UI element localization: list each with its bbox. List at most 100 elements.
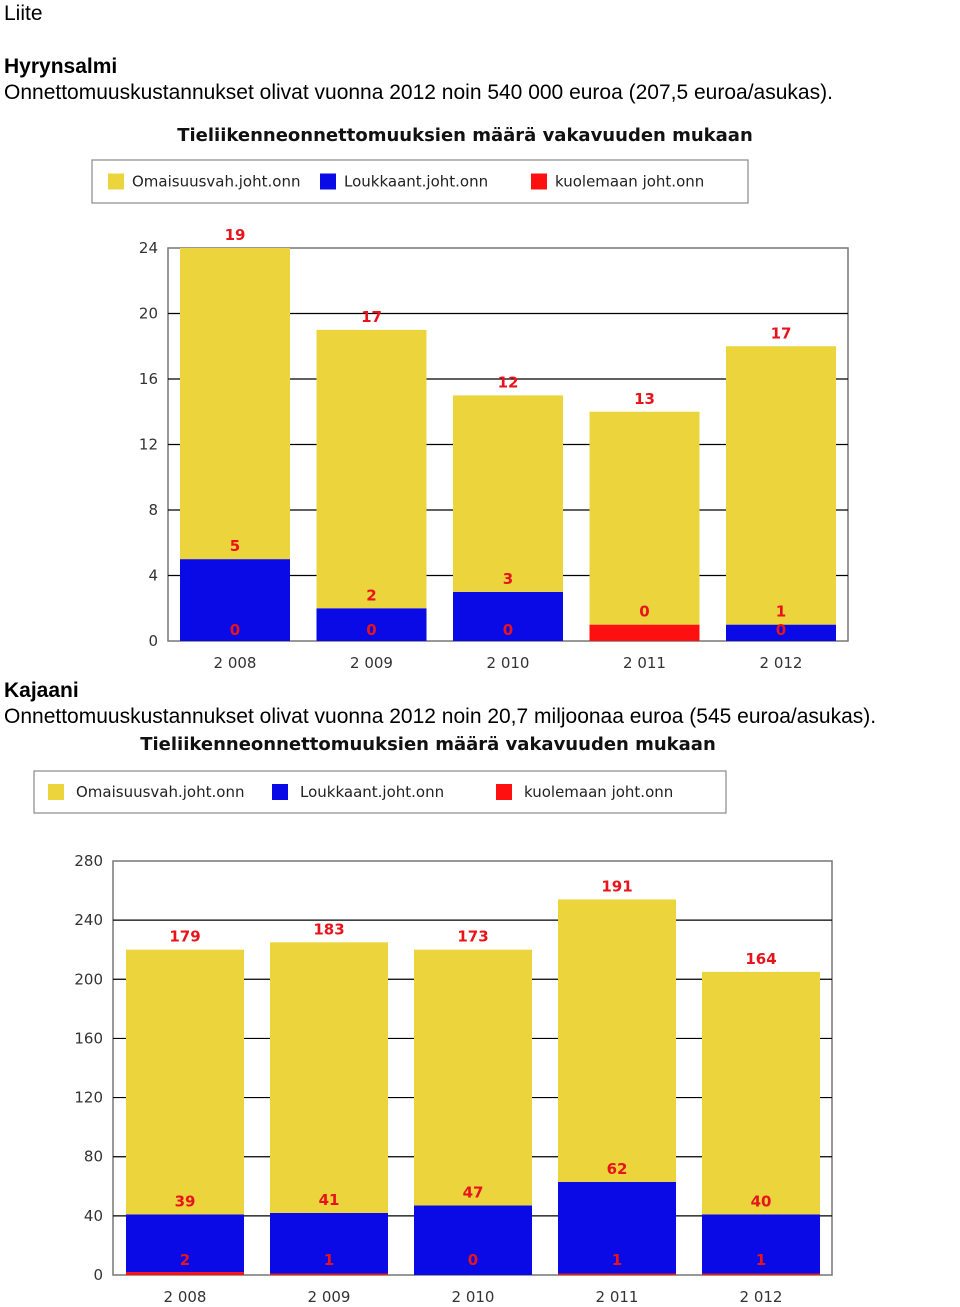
data-label: 1 — [324, 1251, 334, 1269]
bar-death — [558, 1273, 676, 1275]
data-label: 3 — [503, 570, 513, 588]
data-label: 1 — [756, 1251, 766, 1269]
data-label: 41 — [319, 1191, 340, 1209]
y-tick-label: 240 — [74, 911, 103, 929]
y-tick-label: 8 — [148, 501, 158, 519]
bar-property — [726, 346, 836, 625]
legend-label: Omaisuusvah.joht.onn — [132, 173, 300, 191]
legend-label: kuolemaan joht.onn — [524, 783, 673, 801]
bar-death — [589, 624, 700, 641]
x-tick-label: 2 010 — [452, 1288, 495, 1306]
data-label: 0 — [468, 1251, 478, 1269]
data-label: 183 — [313, 920, 344, 938]
data-label: 1 — [612, 1251, 622, 1269]
data-label: 1 — [776, 603, 786, 621]
bar-property — [589, 411, 700, 625]
data-label: 47 — [463, 1184, 484, 1202]
bar-injury — [270, 1212, 388, 1274]
bar-property — [558, 899, 676, 1182]
data-label: 0 — [639, 603, 649, 621]
section-text-hyrynsalmi: Onnettomuuskustannukset olivat vuonna 20… — [4, 81, 833, 104]
data-label: 40 — [751, 1192, 772, 1210]
legend-swatch — [272, 784, 288, 800]
legend-label: kuolemaan joht.onn — [555, 173, 704, 191]
legend-label: Loukkaant.joht.onn — [300, 783, 444, 801]
bar-injury — [702, 1214, 820, 1274]
bar-property — [270, 942, 388, 1213]
x-tick-label: 2 011 — [596, 1288, 639, 1306]
x-tick-label: 2 008 — [164, 1288, 207, 1306]
data-label: 62 — [607, 1160, 628, 1178]
data-label: 19 — [225, 226, 246, 244]
y-tick-label: 160 — [74, 1029, 103, 1047]
y-tick-label: 0 — [148, 632, 158, 650]
bar-property — [702, 971, 820, 1215]
y-tick-label: 40 — [84, 1207, 103, 1225]
data-label: 179 — [169, 928, 200, 946]
x-tick-label: 2 011 — [623, 654, 666, 672]
y-tick-label: 120 — [74, 1089, 103, 1107]
bar-death — [702, 1273, 820, 1275]
y-tick-label: 200 — [74, 970, 103, 988]
data-label: 5 — [230, 537, 240, 555]
y-tick-label: 24 — [139, 239, 158, 257]
bar-injury — [414, 1205, 532, 1275]
data-label: 191 — [601, 877, 632, 895]
section-text-kajaani: Onnettomuuskustannukset olivat vuonna 20… — [4, 705, 877, 728]
legend-box — [33, 770, 727, 814]
bar-property — [414, 949, 532, 1206]
chart-kajaani: Tieliikenneonnettomuuksien määrä vakavuu… — [33, 734, 833, 1306]
bar-death — [270, 1273, 388, 1275]
data-label: 173 — [457, 928, 488, 946]
data-label: 2 — [366, 586, 376, 604]
y-tick-label: 20 — [139, 305, 158, 323]
y-tick-label: 12 — [139, 436, 158, 454]
data-label: 2 — [180, 1251, 190, 1269]
bar-injury — [726, 624, 836, 641]
data-label: 17 — [361, 308, 382, 326]
section-heading-kajaani: Kajaani — [4, 679, 79, 702]
data-label: 0 — [503, 621, 513, 639]
x-tick-label: 2 009 — [350, 654, 393, 672]
legend-label: Loukkaant.joht.onn — [344, 173, 488, 191]
x-tick-label: 2 012 — [740, 1288, 783, 1306]
chart-title: Tieliikenneonnettomuuksien määrä vakavuu… — [140, 734, 716, 755]
data-label: 0 — [366, 621, 376, 639]
y-tick-label: 16 — [139, 370, 158, 388]
legend-swatch — [48, 784, 64, 800]
bar-property — [126, 949, 244, 1215]
x-tick-label: 2 012 — [760, 654, 803, 672]
data-label: 39 — [175, 1192, 196, 1210]
chart-title: Tieliikenneonnettomuuksien määrä vakavuu… — [177, 125, 753, 146]
y-tick-label: 0 — [93, 1266, 103, 1284]
x-tick-label: 2 010 — [487, 654, 530, 672]
legend-swatch — [496, 784, 512, 800]
data-label: 12 — [498, 373, 519, 391]
legend-label: Omaisuusvah.joht.onn — [76, 783, 244, 801]
x-tick-label: 2 009 — [308, 1288, 351, 1306]
bar-injury — [316, 608, 427, 641]
chart-hyrynsalmi: Tieliikenneonnettomuuksien määrä vakavuu… — [91, 125, 849, 672]
data-label: 13 — [634, 390, 655, 408]
data-label: 0 — [776, 621, 786, 639]
y-tick-label: 280 — [74, 852, 103, 870]
legend-box — [91, 159, 749, 204]
data-label: 17 — [771, 324, 792, 342]
legend-swatch — [320, 173, 336, 190]
bar-property — [180, 248, 290, 560]
legend-swatch — [531, 173, 547, 190]
bar-death — [126, 1272, 244, 1275]
legend-swatch — [108, 173, 124, 190]
bar-injury — [126, 1214, 244, 1273]
bar-property — [453, 395, 563, 592]
y-tick-label: 80 — [84, 1148, 103, 1166]
bar-injury — [180, 559, 290, 641]
section-heading-hyrynsalmi: Hyrynsalmi — [4, 55, 118, 78]
bar-injury — [558, 1181, 676, 1274]
data-label: 0 — [230, 621, 240, 639]
x-tick-label: 2 008 — [214, 654, 257, 672]
attachment-label: Liite — [4, 2, 43, 25]
y-tick-label: 4 — [148, 567, 158, 585]
bar-injury — [453, 591, 563, 641]
bar-property — [316, 329, 427, 609]
